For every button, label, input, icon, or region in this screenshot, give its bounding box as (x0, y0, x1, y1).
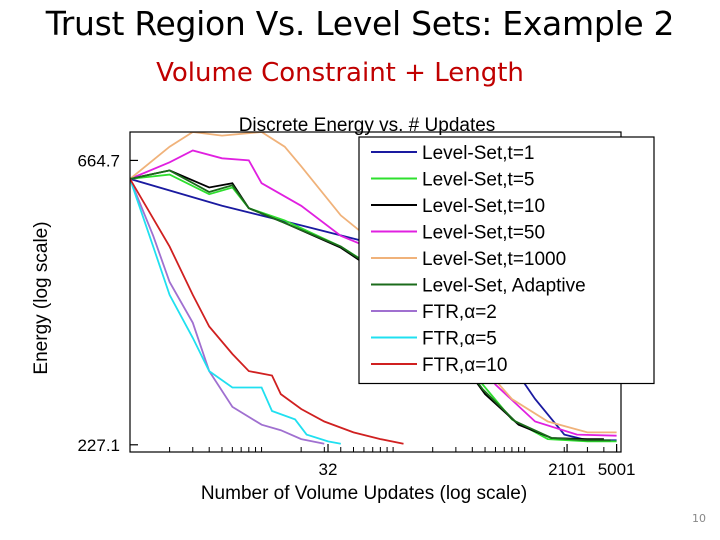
x-tick-label: 5001 (598, 460, 636, 479)
slide-title: Trust Region Vs. Level Sets: Example 2 (45, 4, 675, 43)
axes: 227.1 664.7 32 2101 5001 (77, 151, 635, 479)
series-line-9 (130, 178, 404, 445)
slide-number: 10 (692, 512, 706, 525)
legend-entry-label: Level-Set,t=10 (422, 196, 545, 217)
legend-entry-label: Level-Set,t=50 (422, 223, 545, 244)
series-line-8 (130, 178, 341, 445)
legend-entry-label: Level-Set,t=5 (422, 170, 535, 191)
y-axis-label: Energy (log scale) (31, 221, 52, 374)
legend: Level-Set,t=1 Level-Set,t=5 Level-Set,t=10… (358, 136, 655, 385)
legend-entry-label: Level-Set,t=1000 (422, 249, 566, 270)
x-tick-label: 32 (319, 460, 338, 479)
series-line-5 (130, 132, 617, 434)
y-tick-label: 664.7 (77, 151, 120, 170)
legend-entry-label: FTR,α=10 (422, 355, 507, 376)
y-tick-label: 227.1 (77, 436, 120, 455)
legend-entry-label: Level-Set,t=1 (422, 143, 535, 164)
legend-entry-label: FTR,α=2 (422, 302, 497, 323)
chart-title: Discrete Energy vs. # Updates (239, 115, 496, 136)
x-tick-label: 2101 (548, 460, 586, 479)
legend-entry-label: FTR,α=5 (422, 329, 497, 350)
x-axis-label: Number of Volume Updates (log scale) (201, 483, 527, 504)
legend-entry-label: Level-Set, Adaptive (422, 276, 586, 297)
series-line-7 (130, 178, 325, 445)
slide-subtitle: Volume Constraint + Length (156, 58, 524, 88)
